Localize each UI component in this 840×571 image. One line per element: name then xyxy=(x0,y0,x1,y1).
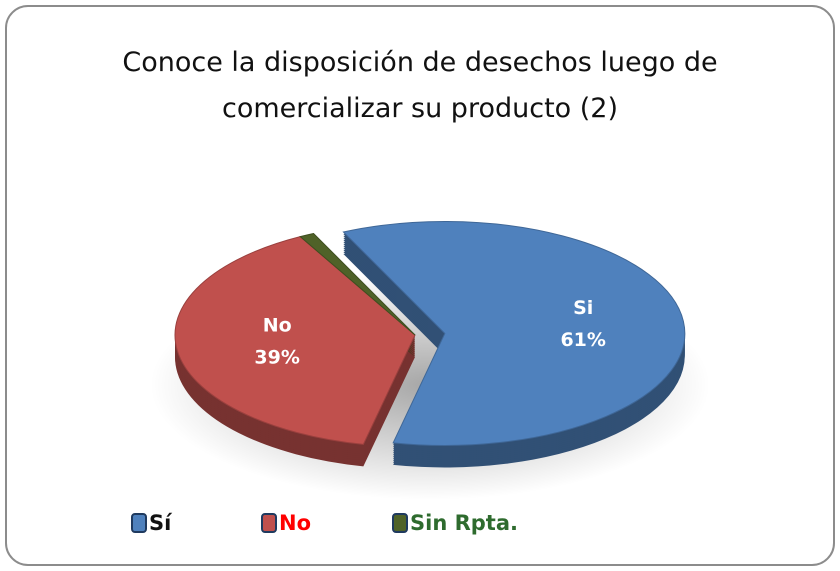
slice xyxy=(342,220,686,446)
legend-label: No xyxy=(279,511,311,535)
slice-name: Si xyxy=(573,297,593,319)
slice xyxy=(299,232,416,336)
slice-value-label: 39% xyxy=(254,347,299,369)
slice-value-label: 61% xyxy=(560,329,605,351)
legend-swatch xyxy=(392,513,408,533)
chart-title: Conoce la disposición de desechos luego … xyxy=(122,47,718,124)
legend-swatch xyxy=(131,513,147,533)
legend-label: Sin Rpta. xyxy=(410,511,518,535)
legend-swatch xyxy=(261,513,277,533)
slice-name: No xyxy=(263,315,292,337)
slice xyxy=(174,236,416,445)
legend-label: Sí xyxy=(149,511,173,535)
